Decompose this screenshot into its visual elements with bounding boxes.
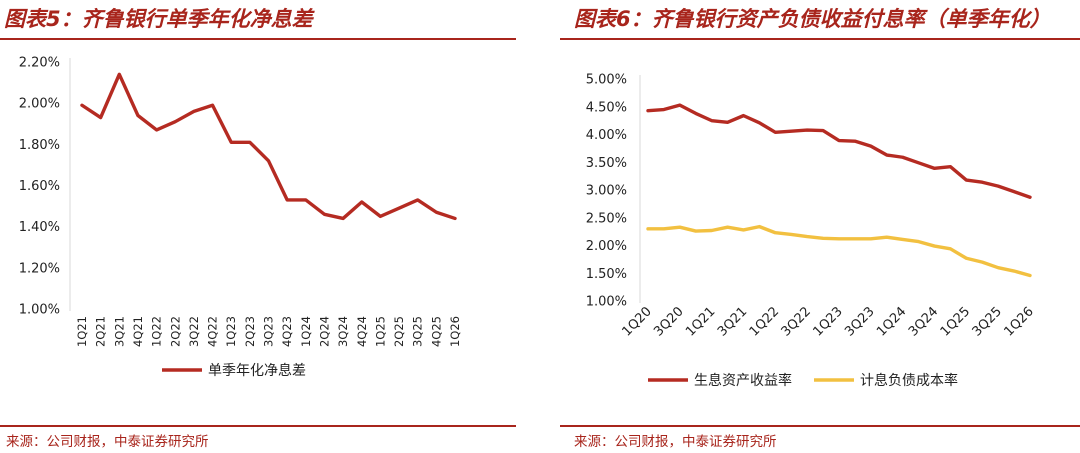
- x-tick-label: 3Q25: [970, 304, 1005, 339]
- chart-panel-nim: 图表5：齐鲁银行单季年化净息差 2.20% 2.00% 1.80% 1.60% 1.40…: [0, 0, 520, 453]
- chart-title: 图表5：齐鲁银行单季年化净息差: [4, 7, 313, 31]
- chart-canvas: 5.00% 4.50% 4.00% 3.50% 3.00% 2.50% 2.00% 1.50%…: [586, 73, 1037, 390]
- chart-panel-yield-cost: 图表6：齐鲁银行资产负债收益付息率（单季年化） 5.00% 4.50% 4.00% 3…: [560, 0, 1080, 453]
- legend-label: 生息资产收益率: [694, 372, 792, 389]
- y-tick-label: 2.20%: [19, 56, 60, 71]
- x-tick-label: 1Q22: [747, 304, 782, 339]
- x-tick-label: 1Q25: [373, 316, 387, 347]
- x-tick-label: 3Q22: [779, 304, 814, 339]
- x-tick-label: 1Q23: [810, 304, 845, 339]
- source-note: 来源：公司财报，中泰证券研究所: [6, 434, 209, 450]
- y-tick-label: 1.00%: [586, 295, 627, 310]
- x-tick-label: 1Q26: [448, 316, 462, 347]
- x-tick-label: 1Q25: [938, 304, 973, 339]
- legend-label: 单季年化净息差: [208, 362, 306, 379]
- footer-rule: [560, 425, 1080, 427]
- x-tick-label: 3Q24: [906, 304, 941, 339]
- y-tick-label: 2.00%: [586, 239, 627, 254]
- y-tick-label: 4.00%: [586, 128, 627, 143]
- x-tick-label: 2Q25: [392, 316, 406, 347]
- x-tick-label: 3Q24: [336, 316, 350, 347]
- x-tick-label: 1Q26: [1001, 304, 1036, 339]
- legend-label: 计息负债成本率: [860, 372, 958, 389]
- y-tick-label: 1.40%: [19, 220, 60, 235]
- y-tick-label: 4.50%: [586, 100, 627, 115]
- x-tick-label: 2Q21: [94, 316, 108, 347]
- y-tick-label: 2.00%: [19, 97, 60, 112]
- x-tick-label: 3Q20: [651, 304, 686, 339]
- y-tick-label: 1.60%: [19, 179, 60, 194]
- footer-rule: [0, 425, 516, 427]
- chart-title: 图表6：齐鲁银行资产负债收益付息率（单季年化）: [574, 7, 1051, 31]
- y-tick-label: 1.20%: [19, 261, 60, 276]
- x-tick-label: 1Q24: [874, 304, 909, 339]
- x-tick-label: 1Q21: [75, 316, 89, 347]
- y-tick-label: 2.50%: [586, 211, 627, 226]
- x-tick-label: 3Q21: [112, 316, 126, 347]
- x-tick-label: 3Q21: [715, 304, 750, 339]
- x-tick-label: 3Q23: [262, 316, 276, 347]
- x-tick-label: 2Q24: [317, 316, 331, 347]
- x-tick-label: 3Q22: [187, 316, 201, 347]
- y-tick-label: 1.80%: [19, 138, 60, 153]
- title-rule: [0, 38, 516, 40]
- x-tick-label: 1Q20: [619, 304, 654, 339]
- series-line: [646, 103, 1032, 199]
- y-tick-label: 3.50%: [586, 156, 627, 171]
- y-tick-label: 3.00%: [586, 184, 627, 199]
- x-tick-label: 4Q25: [429, 316, 443, 347]
- x-tick-label: 4Q21: [131, 316, 145, 347]
- x-tick-label: 4Q23: [280, 316, 294, 347]
- x-tick-label: 3Q23: [842, 304, 877, 339]
- x-tick-label: 2Q22: [168, 316, 182, 347]
- series-line: [80, 72, 457, 221]
- x-tick-label: 3Q25: [411, 316, 425, 347]
- x-tick-label: 1Q22: [150, 316, 164, 347]
- x-tick-label: 2Q23: [243, 316, 257, 347]
- y-tick-label: 5.00%: [586, 73, 627, 88]
- source-note: 来源：公司财报，中泰证券研究所: [574, 434, 777, 450]
- x-tick-label: 1Q23: [224, 316, 238, 347]
- chart-canvas: 2.20% 2.00% 1.80% 1.60% 1.40% 1.20% 1.00% 1Q21 2…: [19, 56, 462, 380]
- x-tick-label: 1Q21: [683, 304, 718, 339]
- y-tick-label: 1.50%: [586, 267, 627, 282]
- series-line: [646, 224, 1032, 278]
- y-tick-label: 1.00%: [19, 303, 60, 318]
- x-tick-label: 4Q22: [206, 316, 220, 347]
- title-rule: [560, 38, 1080, 40]
- x-tick-label: 4Q24: [355, 316, 369, 347]
- x-tick-label: 1Q24: [299, 316, 313, 347]
